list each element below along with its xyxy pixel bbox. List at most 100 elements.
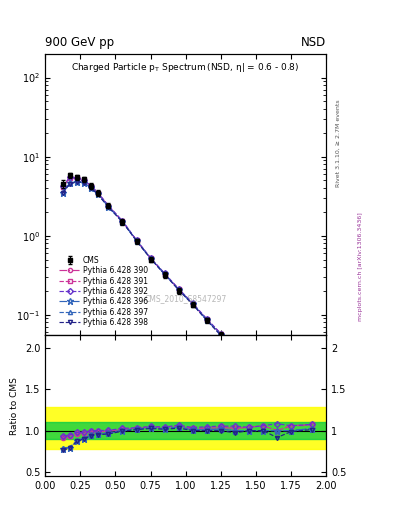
Line: Pythia 6.428 390: Pythia 6.428 390 bbox=[61, 176, 314, 401]
Line: Pythia 6.428 397: Pythia 6.428 397 bbox=[61, 180, 314, 403]
Pythia 6.428 390 bbox=[148, 255, 153, 261]
Pythia 6.428 391 bbox=[219, 330, 223, 336]
Text: Charged Particle $\mathregular{p_T}$ Spectrum (NSD, η| = 0.6 - 0.8): Charged Particle $\mathregular{p_T}$ Spe… bbox=[72, 61, 300, 74]
Pythia 6.428 396 bbox=[68, 180, 72, 186]
Pythia 6.428 392 bbox=[120, 218, 125, 224]
Pythia 6.428 391 bbox=[261, 371, 265, 377]
Pythia 6.428 391 bbox=[162, 270, 167, 276]
Pythia 6.428 396 bbox=[261, 373, 265, 379]
Pythia 6.428 390 bbox=[68, 175, 72, 181]
Pythia 6.428 397 bbox=[190, 301, 195, 307]
Pythia 6.428 398 bbox=[275, 388, 279, 394]
Pythia 6.428 397 bbox=[246, 359, 251, 366]
Pythia 6.428 392 bbox=[275, 382, 279, 388]
Pythia 6.428 392 bbox=[289, 394, 294, 400]
Pythia 6.428 398 bbox=[106, 204, 111, 210]
Text: CMS_2010_S8547297: CMS_2010_S8547297 bbox=[145, 294, 227, 303]
Pythia 6.428 397 bbox=[162, 271, 167, 277]
Text: Rivet 3.1.10, ≥ 2.7M events: Rivet 3.1.10, ≥ 2.7M events bbox=[336, 99, 341, 187]
Pythia 6.428 392 bbox=[233, 344, 237, 350]
Pythia 6.428 398 bbox=[61, 190, 65, 196]
Pythia 6.428 390 bbox=[134, 238, 139, 244]
Pythia 6.428 397 bbox=[148, 255, 153, 262]
Pythia 6.428 396 bbox=[148, 255, 153, 262]
Pythia 6.428 391 bbox=[246, 358, 251, 364]
Pythia 6.428 390 bbox=[289, 394, 294, 400]
Pythia 6.428 396 bbox=[106, 204, 111, 210]
Pythia 6.428 397 bbox=[68, 180, 72, 186]
Pythia 6.428 396 bbox=[176, 287, 181, 293]
Pythia 6.428 397 bbox=[204, 317, 209, 323]
Pythia 6.428 396 bbox=[74, 179, 79, 185]
Pythia 6.428 390 bbox=[74, 176, 79, 182]
Pythia 6.428 397 bbox=[61, 189, 65, 195]
Pythia 6.428 390 bbox=[61, 184, 65, 190]
Pythia 6.428 396 bbox=[61, 189, 65, 196]
Pythia 6.428 398 bbox=[81, 180, 86, 186]
Pythia 6.428 392 bbox=[95, 189, 100, 196]
Pythia 6.428 396 bbox=[233, 346, 237, 352]
Pythia 6.428 396 bbox=[204, 317, 209, 323]
Pythia 6.428 392 bbox=[176, 286, 181, 292]
Pythia 6.428 392 bbox=[246, 358, 251, 364]
Pythia 6.428 392 bbox=[310, 396, 314, 402]
Pythia 6.428 396 bbox=[134, 238, 139, 244]
Text: 900 GeV pp: 900 GeV pp bbox=[45, 36, 114, 49]
Pythia 6.428 390 bbox=[95, 190, 100, 196]
Pythia 6.428 396 bbox=[120, 219, 125, 225]
Pythia 6.428 397 bbox=[261, 373, 265, 379]
Pythia 6.428 392 bbox=[74, 175, 79, 181]
Text: NSD: NSD bbox=[301, 36, 326, 49]
Pythia 6.428 390 bbox=[106, 203, 111, 209]
Pythia 6.428 391 bbox=[68, 175, 72, 181]
Pythia 6.428 390 bbox=[275, 385, 279, 391]
Pythia 6.428 390 bbox=[81, 177, 86, 183]
Pythia 6.428 392 bbox=[261, 371, 265, 377]
Pythia 6.428 390 bbox=[190, 301, 195, 307]
Pythia 6.428 390 bbox=[88, 183, 93, 189]
Y-axis label: Ratio to CMS: Ratio to CMS bbox=[10, 377, 19, 435]
Pythia 6.428 392 bbox=[61, 183, 65, 189]
Pythia 6.428 392 bbox=[204, 316, 209, 322]
Pythia 6.428 391 bbox=[74, 175, 79, 181]
Pythia 6.428 397 bbox=[120, 219, 125, 225]
Pythia 6.428 390 bbox=[162, 271, 167, 277]
Pythia 6.428 391 bbox=[88, 183, 93, 189]
Pythia 6.428 391 bbox=[289, 394, 294, 400]
Pythia 6.428 398 bbox=[162, 271, 167, 278]
Pythia 6.428 392 bbox=[88, 183, 93, 189]
Pythia 6.428 398 bbox=[95, 191, 100, 198]
Pythia 6.428 397 bbox=[289, 396, 294, 402]
Pythia 6.428 398 bbox=[219, 332, 223, 338]
Pythia 6.428 396 bbox=[88, 185, 93, 191]
Pythia 6.428 391 bbox=[106, 203, 111, 209]
Pythia 6.428 396 bbox=[95, 191, 100, 197]
Pythia 6.428 391 bbox=[176, 286, 181, 292]
Pythia 6.428 397 bbox=[219, 332, 223, 338]
Pythia 6.428 396 bbox=[190, 301, 195, 307]
Pythia 6.428 390 bbox=[176, 286, 181, 292]
Pythia 6.428 396 bbox=[310, 398, 314, 404]
Pythia 6.428 390 bbox=[120, 218, 125, 224]
Pythia 6.428 391 bbox=[81, 177, 86, 183]
Pythia 6.428 398 bbox=[190, 302, 195, 308]
Pythia 6.428 398 bbox=[176, 287, 181, 293]
Pythia 6.428 396 bbox=[219, 332, 223, 338]
Line: Pythia 6.428 392: Pythia 6.428 392 bbox=[61, 175, 314, 401]
Pythia 6.428 392 bbox=[190, 300, 195, 306]
Pythia 6.428 396 bbox=[289, 396, 294, 402]
Pythia 6.428 392 bbox=[219, 330, 223, 336]
Pythia 6.428 392 bbox=[162, 270, 167, 276]
Pythia 6.428 398 bbox=[74, 179, 79, 185]
Pythia 6.428 390 bbox=[233, 345, 237, 351]
Pythia 6.428 391 bbox=[148, 255, 153, 261]
Pythia 6.428 398 bbox=[120, 219, 125, 225]
Pythia 6.428 396 bbox=[246, 359, 251, 366]
Pythia 6.428 397 bbox=[74, 179, 79, 185]
Pythia 6.428 398 bbox=[68, 181, 72, 187]
Pythia 6.428 397 bbox=[81, 179, 86, 185]
Pythia 6.428 398 bbox=[261, 373, 265, 379]
Pythia 6.428 391 bbox=[120, 218, 125, 224]
Pythia 6.428 396 bbox=[81, 180, 86, 186]
Pythia 6.428 396 bbox=[275, 385, 279, 391]
